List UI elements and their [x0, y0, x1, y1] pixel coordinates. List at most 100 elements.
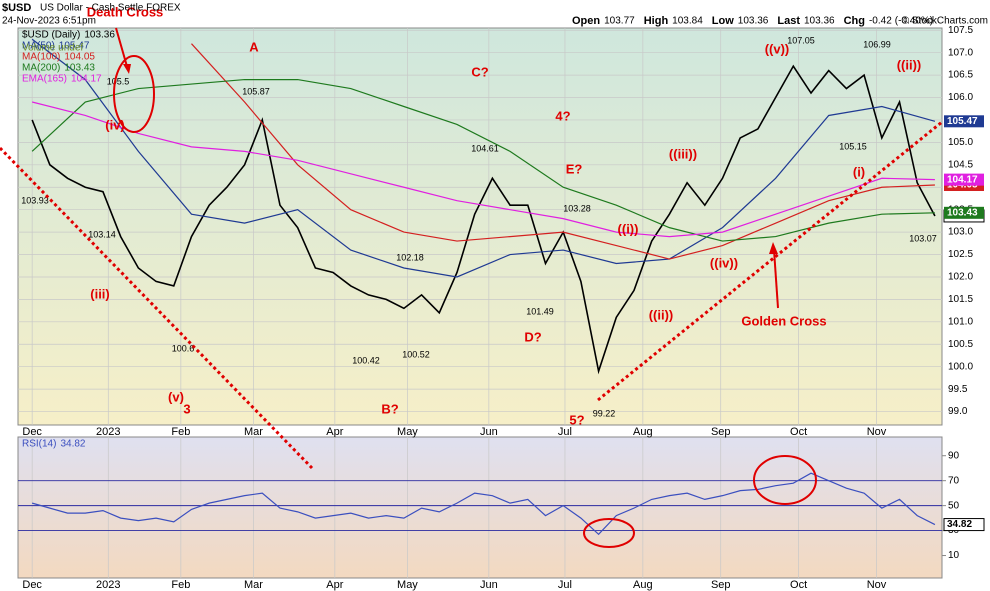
quote-value: 103.77 — [604, 16, 635, 27]
wave-annotation: C? — [471, 64, 488, 79]
last-value-box — [944, 206, 984, 219]
x-tick-label: Nov — [867, 579, 887, 591]
x-tick-label: 2023 — [96, 426, 120, 438]
x-tick-label: Oct — [790, 426, 807, 438]
series-line — [191, 43, 935, 260]
x-tick-label: Aug — [633, 426, 653, 438]
quote-label: High — [644, 15, 669, 27]
legend-name: RSI(14) — [22, 439, 56, 450]
y-tick-label: 101.5 — [948, 294, 973, 305]
x-tick-label: Feb — [171, 426, 190, 438]
series-line — [32, 101, 935, 238]
legend-value: 103.36 — [84, 30, 115, 41]
price-label: 99.22 — [593, 408, 616, 418]
last-value-box — [944, 115, 984, 128]
change-pct: (-0.40%) — [895, 16, 933, 27]
legend-value: 104.17 — [71, 74, 102, 85]
arrow — [773, 249, 779, 309]
y-tick-label: 102.0 — [948, 272, 973, 283]
quote-value: 103.84 — [672, 16, 703, 27]
legend-name: MA(200) — [22, 63, 60, 74]
wave-annotation: B? — [381, 401, 398, 416]
x-tick-label: Sep — [711, 579, 731, 591]
x-tick-label: May — [397, 426, 418, 438]
y-tick-label: 107.5 — [948, 25, 973, 36]
y-tick-label: 10 — [948, 550, 960, 561]
last-value: 105.47 — [947, 116, 978, 127]
series-line — [31, 64, 936, 375]
quote-label: Open — [572, 15, 600, 27]
wave-annotation: Golden Cross — [741, 313, 826, 328]
wave-annotation: ((iv)) — [710, 255, 738, 270]
quote-value: -0.42 — [869, 16, 892, 27]
quote-label: Low — [712, 15, 734, 27]
legend-name: MA(50) — [22, 41, 55, 52]
series-line — [31, 38, 936, 278]
x-tick-label: Jun — [480, 579, 498, 591]
last-value: 103.43 — [947, 207, 978, 218]
y-tick-label: 101.0 — [948, 316, 973, 327]
price-panel — [17, 27, 943, 426]
price-label: 101.49 — [526, 306, 554, 316]
y-tick-label: 99.0 — [948, 406, 968, 417]
y-tick-label: 104.5 — [948, 159, 973, 170]
price-label: 103.14 — [88, 229, 116, 239]
price-label: 103.93 — [21, 195, 49, 205]
price-label: 105.15 — [839, 141, 867, 151]
last-value: 34.82 — [947, 519, 972, 530]
last-value-box — [944, 173, 984, 186]
wave-annotation: ((ii)) — [897, 57, 922, 72]
symbol: $USD — [2, 2, 31, 14]
legend-value: 104.05 — [64, 52, 95, 63]
price-label: 103.07 — [909, 233, 937, 243]
y-tick-label: 100.5 — [948, 339, 973, 350]
last-value-box — [943, 518, 985, 532]
rsi-panel — [17, 436, 943, 579]
trend-line — [0, 146, 314, 470]
arrow-head — [123, 64, 131, 74]
y-tick-label: 102.5 — [948, 249, 973, 260]
x-tick-label: May — [397, 579, 418, 591]
arrow-head — [769, 242, 778, 254]
x-tick-label: Aug — [633, 579, 653, 591]
circle-marker — [753, 455, 817, 505]
price-label: 104.61 — [471, 143, 499, 153]
x-tick-label: Apr — [326, 579, 343, 591]
y-tick-label: 100.0 — [948, 361, 973, 372]
price-label: 105.5 — [107, 76, 130, 86]
price-label: 107.05 — [787, 35, 815, 45]
wave-annotation: E? — [566, 161, 583, 176]
wave-annotation: (v) — [168, 389, 184, 404]
legend-value: 34.82 — [60, 439, 85, 450]
x-tick-label: Oct — [790, 579, 807, 591]
wave-annotation: 3 — [183, 401, 190, 416]
arrow — [115, 27, 129, 71]
wave-annotation: 4? — [555, 108, 570, 123]
price-label: 106.99 — [863, 39, 891, 49]
y-tick-label: 99.5 — [948, 384, 968, 395]
y-tick-label: 90 — [948, 450, 960, 461]
timestamp: 24-Nov-2023 6:51pm — [2, 16, 96, 27]
legend-name: EMA(165) — [22, 74, 67, 85]
price-label: 100.6 — [172, 343, 195, 353]
x-tick-label: Dec — [22, 579, 42, 591]
wave-annotation: ((i)) — [618, 221, 639, 236]
quote-value: 103.36 — [738, 16, 769, 27]
circle-marker — [113, 55, 155, 133]
y-tick-label: 106.0 — [948, 92, 973, 103]
wave-annotation: ((ii)) — [649, 307, 674, 322]
x-tick-label: Jul — [558, 426, 572, 438]
wave-annotation: Death Cross — [87, 4, 164, 19]
x-tick-label: Mar — [244, 426, 263, 438]
y-tick-label: 70 — [948, 475, 960, 486]
y-tick-label: 50 — [948, 500, 960, 511]
x-tick-label: Feb — [171, 579, 190, 591]
y-tick-label: 107.0 — [948, 47, 973, 58]
wave-annotation: ((iii)) — [669, 146, 697, 161]
x-tick-label: Jul — [558, 579, 572, 591]
legend-value: 103.43 — [64, 63, 95, 74]
x-tick-label: Nov — [867, 426, 887, 438]
price-label: 100.42 — [352, 355, 380, 365]
y-tick-label: 106.5 — [948, 70, 973, 81]
x-tick-label: 2023 — [96, 579, 120, 591]
